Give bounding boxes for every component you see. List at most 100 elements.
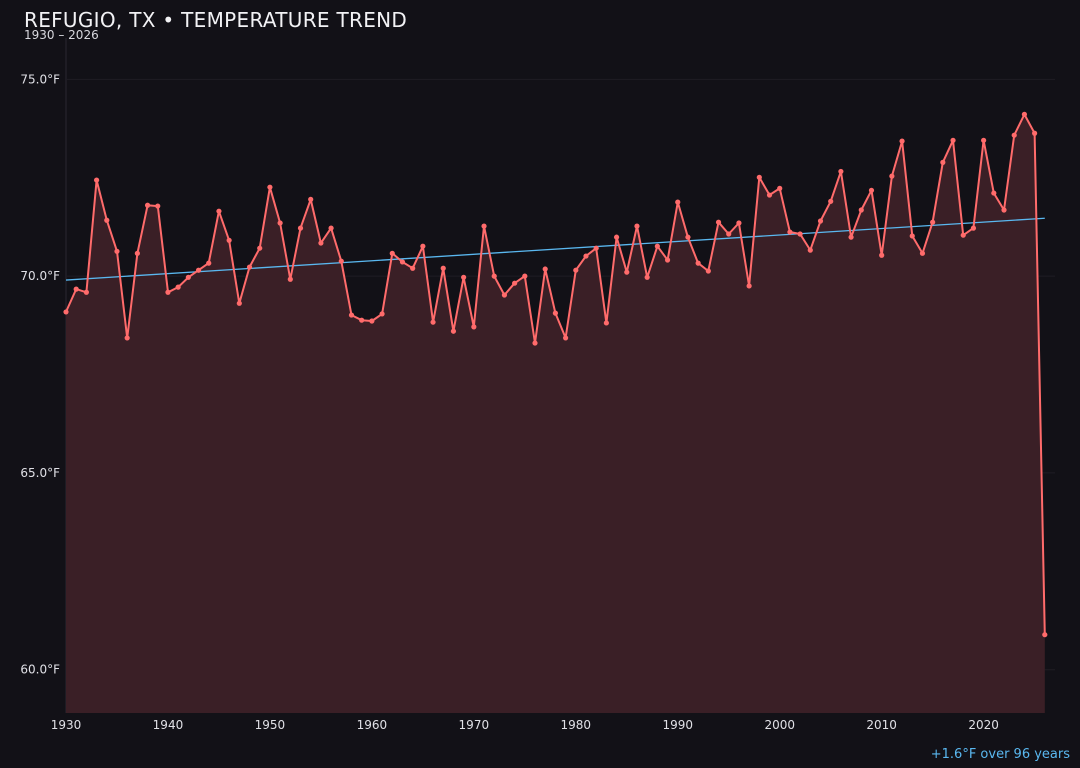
- data-point: [705, 268, 711, 274]
- x-tick-label: 1950: [255, 718, 286, 732]
- chart-title: REFUGIO, TX • TEMPERATURE TREND: [24, 8, 408, 32]
- data-point: [267, 184, 273, 190]
- data-points: [63, 111, 1048, 638]
- data-point: [624, 269, 630, 275]
- data-point: [879, 252, 885, 258]
- data-point: [695, 260, 701, 266]
- data-point: [654, 243, 660, 249]
- data-point: [562, 335, 569, 341]
- data-point: [512, 280, 518, 286]
- data-point: [991, 190, 997, 196]
- chart-subtitle: 1930 – 2026: [24, 28, 99, 42]
- y-tick-label: 65.0°F: [20, 466, 60, 480]
- data-point: [970, 225, 977, 231]
- temperature-area-fill: [66, 114, 1045, 713]
- data-point: [399, 259, 406, 265]
- x-tick-label: 1930: [51, 718, 82, 732]
- data-point: [919, 250, 926, 256]
- data-point: [114, 248, 120, 254]
- data-point: [848, 234, 854, 240]
- data-point: [1021, 111, 1028, 117]
- data-point: [1011, 132, 1017, 138]
- data-point: [124, 335, 130, 341]
- data-point: [817, 218, 824, 224]
- data-point: [297, 225, 304, 231]
- data-point: [318, 240, 324, 246]
- data-point: [613, 234, 620, 240]
- data-point: [1001, 207, 1007, 213]
- data-point: [63, 309, 69, 315]
- data-point: [756, 174, 762, 180]
- data-point: [736, 220, 742, 226]
- data-point: [420, 243, 426, 249]
- trend-annotation: +1.6°F over 96 years: [930, 747, 1070, 762]
- data-point: [277, 220, 283, 226]
- data-point: [379, 311, 385, 317]
- data-point: [226, 237, 232, 243]
- data-point: [491, 273, 497, 279]
- data-point: [807, 247, 813, 253]
- data-point: [766, 192, 773, 198]
- data-point: [134, 250, 140, 256]
- x-tick-label: 1980: [561, 718, 592, 732]
- data-point: [104, 217, 110, 223]
- data-point: [634, 223, 640, 229]
- data-point: [675, 199, 681, 205]
- data-point: [1032, 130, 1038, 136]
- data-point: [410, 265, 416, 271]
- data-point: [685, 234, 691, 240]
- data-point: [715, 219, 722, 225]
- data-point: [389, 250, 395, 256]
- data-point: [73, 286, 79, 292]
- data-point: [532, 340, 538, 346]
- data-point: [338, 258, 344, 264]
- data-point: [308, 196, 314, 202]
- data-point: [83, 289, 89, 295]
- data-point: [593, 245, 599, 251]
- data-point: [216, 208, 222, 214]
- data-point: [960, 232, 966, 238]
- x-tick-label: 2020: [968, 718, 999, 732]
- data-point: [899, 138, 905, 144]
- data-point: [583, 253, 589, 259]
- data-point: [93, 177, 100, 183]
- data-point: [573, 267, 579, 273]
- x-tick-label: 2000: [764, 718, 795, 732]
- data-point: [359, 317, 365, 323]
- data-point: [348, 312, 355, 318]
- data-point: [542, 266, 548, 272]
- data-point: [501, 292, 508, 298]
- data-point: [797, 231, 803, 237]
- data-point: [155, 203, 161, 209]
- data-point: [440, 265, 446, 271]
- y-tick-label: 60.0°F: [20, 663, 60, 677]
- x-axis: 1930 1940 1950 1960 1970 1980 1990 2000 2010 2020: [51, 718, 999, 732]
- data-point: [930, 219, 936, 225]
- data-point: [1042, 632, 1048, 638]
- data-point: [777, 185, 783, 191]
- data-point: [909, 233, 915, 239]
- data-point: [981, 137, 987, 143]
- data-point: [195, 267, 202, 273]
- data-point: [828, 198, 834, 204]
- y-tick-label: 75.0°F: [20, 72, 60, 86]
- data-point: [471, 324, 477, 330]
- data-point: [165, 289, 171, 295]
- data-point: [175, 284, 181, 290]
- data-point: [144, 202, 151, 208]
- data-point: [889, 173, 895, 179]
- data-point: [838, 168, 844, 175]
- x-tick-label: 1940: [153, 718, 184, 732]
- data-point: [940, 159, 946, 165]
- data-point: [858, 207, 864, 213]
- trend-line: [65, 217, 1045, 281]
- data-point: [522, 273, 528, 279]
- x-tick-label: 1990: [662, 718, 693, 732]
- data-point: [185, 274, 191, 280]
- data-point: [552, 310, 559, 316]
- x-tick-label: 2010: [866, 718, 897, 732]
- data-point: [236, 300, 242, 306]
- data-point: [746, 283, 752, 289]
- data-point: [430, 319, 436, 325]
